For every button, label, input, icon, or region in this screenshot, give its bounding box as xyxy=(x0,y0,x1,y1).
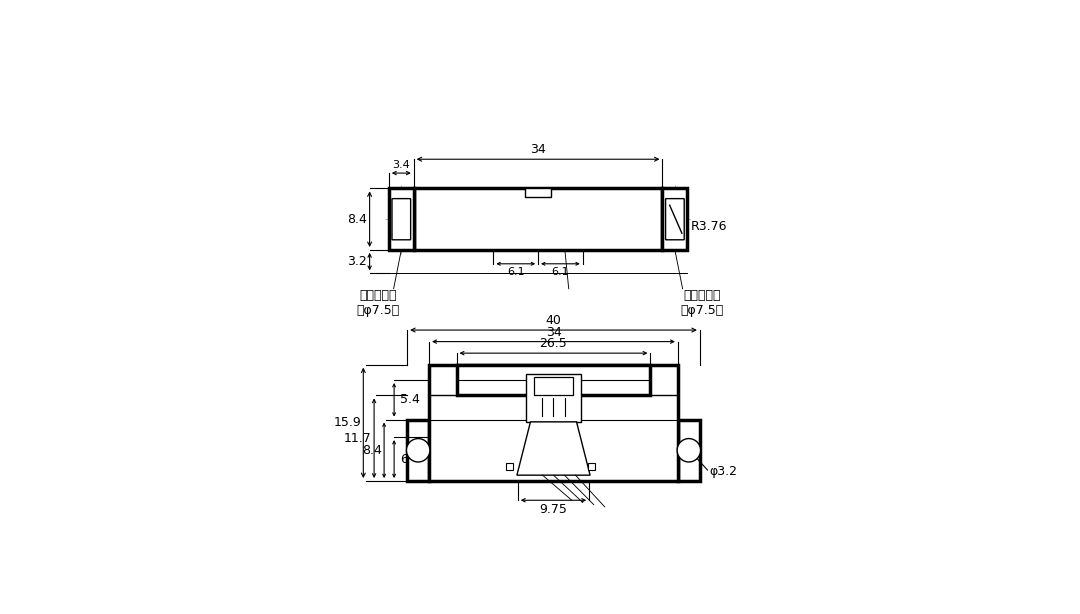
FancyBboxPatch shape xyxy=(392,198,410,240)
Bar xyxy=(389,188,414,250)
Text: 15.9: 15.9 xyxy=(334,416,361,429)
Text: 3.4: 3.4 xyxy=(392,160,410,171)
Text: 受光部透镜
（φ7.5）: 受光部透镜 （φ7.5） xyxy=(356,289,400,317)
Polygon shape xyxy=(517,422,590,475)
FancyBboxPatch shape xyxy=(665,198,685,240)
Text: 11.7: 11.7 xyxy=(343,432,372,445)
Bar xyxy=(526,375,581,422)
Text: R3.76: R3.76 xyxy=(691,220,728,233)
Bar xyxy=(457,365,650,395)
Text: 3.2: 3.2 xyxy=(348,255,367,268)
Circle shape xyxy=(677,438,701,462)
Text: 6.1: 6.1 xyxy=(552,267,569,277)
Text: 9.75: 9.75 xyxy=(540,503,567,516)
Bar xyxy=(505,463,513,470)
Bar xyxy=(588,463,595,470)
Text: 26.5: 26.5 xyxy=(540,338,567,351)
Text: 40: 40 xyxy=(545,314,562,327)
Bar xyxy=(534,377,573,395)
Bar xyxy=(662,188,687,250)
Bar xyxy=(678,419,700,481)
Text: φ3.2: φ3.2 xyxy=(710,465,737,478)
Text: 6: 6 xyxy=(401,453,408,465)
Text: 8.4: 8.4 xyxy=(362,444,382,457)
Text: 投光部透镜
（φ7.5）: 投光部透镜 （φ7.5） xyxy=(680,289,724,317)
Text: 5.4: 5.4 xyxy=(401,394,420,406)
Bar xyxy=(429,365,678,481)
Text: 6.1: 6.1 xyxy=(507,267,525,277)
Circle shape xyxy=(406,438,430,462)
Text: 8.4: 8.4 xyxy=(348,212,367,226)
Bar xyxy=(407,419,429,481)
Text: 34: 34 xyxy=(545,326,562,339)
Bar xyxy=(525,188,551,197)
Text: 34: 34 xyxy=(530,143,546,156)
Bar xyxy=(414,188,662,250)
